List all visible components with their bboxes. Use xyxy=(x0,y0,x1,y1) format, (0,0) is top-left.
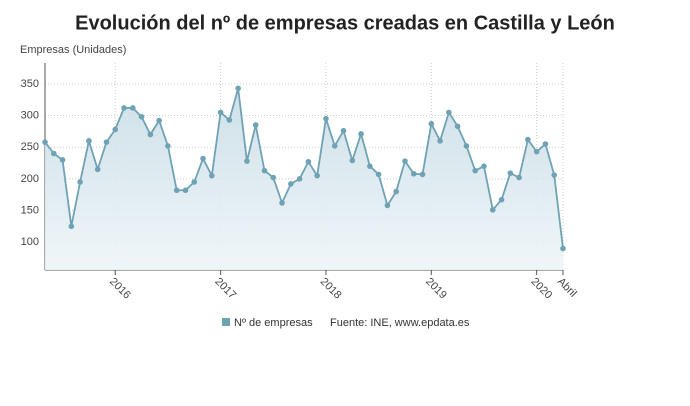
point xyxy=(489,207,496,213)
point xyxy=(217,109,224,116)
point xyxy=(314,172,320,179)
point xyxy=(156,117,162,124)
point xyxy=(200,155,206,162)
point xyxy=(138,114,145,120)
point xyxy=(516,174,522,181)
point xyxy=(349,157,356,164)
legend-label: Nº de empresas xyxy=(234,317,313,329)
legend-swatch xyxy=(222,318,230,326)
point xyxy=(235,85,241,92)
x-tick-label: 2020 xyxy=(528,276,554,302)
x-tick-label: Abril xyxy=(555,276,579,300)
point xyxy=(551,172,558,178)
point xyxy=(375,171,382,178)
y-tick-label: 100 xyxy=(21,236,39,248)
point xyxy=(419,171,426,178)
point xyxy=(542,141,549,147)
point xyxy=(77,179,83,185)
area-fill xyxy=(45,88,563,270)
point xyxy=(112,126,119,133)
x-tick-label: 2019 xyxy=(423,276,449,302)
y-axis-label: Empresas (Unidades) xyxy=(20,44,126,56)
chart-title: Evolución del nº de empresas creadas en … xyxy=(75,12,615,34)
y-tick-label: 150 xyxy=(21,204,39,216)
point xyxy=(560,245,566,252)
source: Fuente: INE, www.epdata.es xyxy=(330,317,470,329)
point xyxy=(42,139,48,145)
y-tick-label: 350 xyxy=(21,78,39,90)
point xyxy=(428,120,435,127)
point xyxy=(384,202,391,209)
point xyxy=(270,174,277,181)
point xyxy=(191,179,198,185)
point xyxy=(323,115,329,122)
point xyxy=(252,122,259,128)
y-tick-label: 250 xyxy=(21,141,39,153)
point xyxy=(261,167,268,174)
point xyxy=(129,105,136,111)
point xyxy=(481,163,487,169)
point xyxy=(226,117,233,123)
point xyxy=(296,176,303,182)
point xyxy=(121,105,127,111)
point xyxy=(472,167,479,174)
point xyxy=(454,123,461,130)
point xyxy=(410,170,417,177)
x-tick-label: 2016 xyxy=(107,276,133,302)
x-tick-label: 2017 xyxy=(212,276,238,302)
point xyxy=(393,188,399,195)
point xyxy=(437,138,443,144)
point xyxy=(331,143,338,149)
x-tick-label: 2018 xyxy=(318,276,344,302)
point xyxy=(367,163,373,169)
point xyxy=(498,196,505,203)
point xyxy=(59,157,66,163)
point xyxy=(463,143,470,149)
point xyxy=(94,166,101,173)
point xyxy=(182,187,189,194)
point xyxy=(165,143,171,149)
point xyxy=(68,223,75,230)
point xyxy=(279,200,285,206)
point xyxy=(525,136,531,143)
point xyxy=(147,131,154,138)
point xyxy=(446,109,452,116)
point xyxy=(209,172,215,179)
point xyxy=(533,148,540,155)
point xyxy=(340,127,347,134)
point xyxy=(288,181,294,187)
point xyxy=(50,150,57,157)
point xyxy=(244,158,250,164)
point xyxy=(507,170,514,176)
point xyxy=(173,187,180,194)
y-tick-label: 300 xyxy=(21,109,39,121)
point xyxy=(103,139,110,145)
point xyxy=(358,131,364,137)
point xyxy=(86,138,92,144)
point xyxy=(305,158,312,165)
y-tick-label: 200 xyxy=(21,173,39,185)
point xyxy=(402,158,408,164)
